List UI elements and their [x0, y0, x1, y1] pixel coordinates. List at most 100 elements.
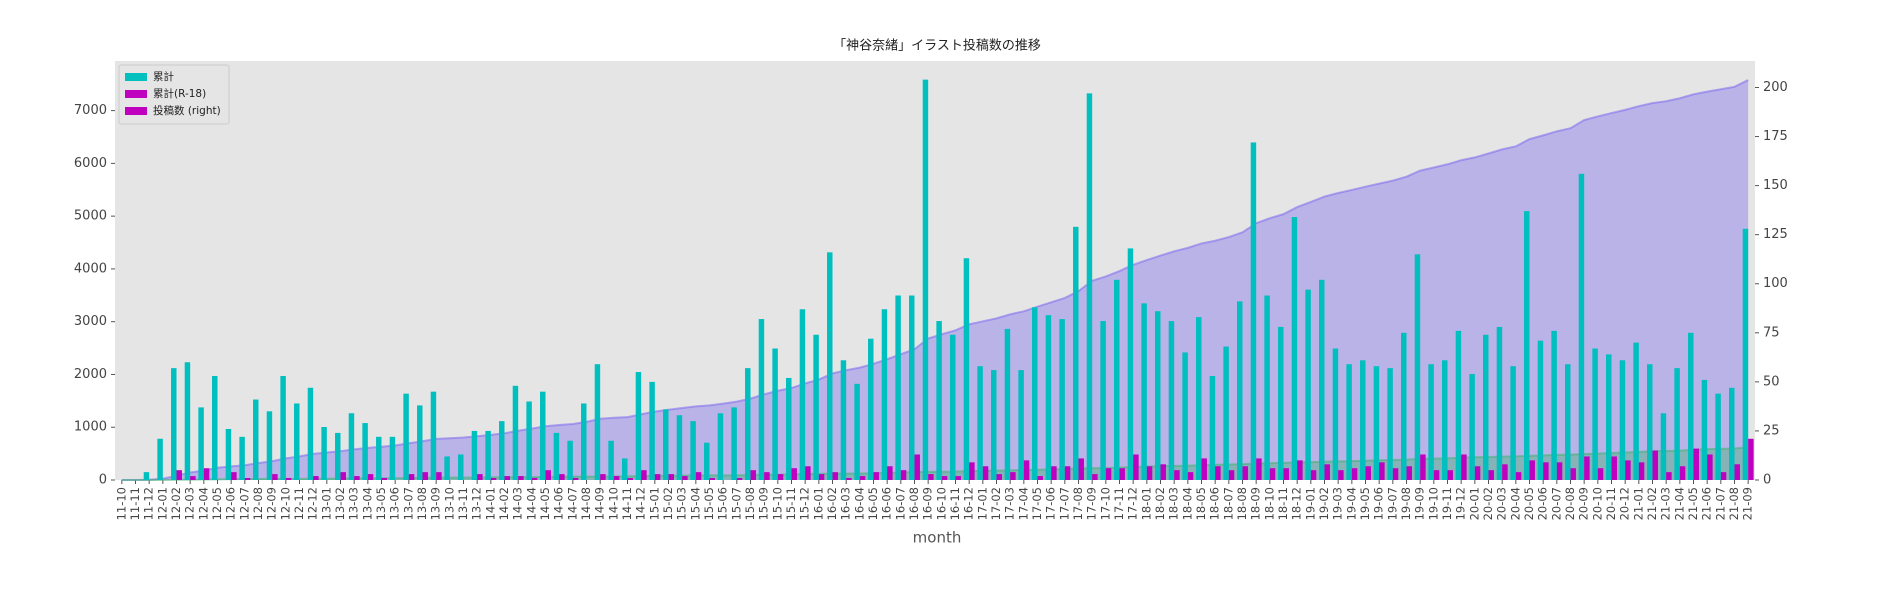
bar — [1324, 464, 1330, 480]
x-tick-label: 15-02 — [661, 487, 675, 520]
x-tick-label: 14-05 — [538, 487, 552, 520]
bar — [1146, 466, 1153, 480]
bar — [1469, 374, 1475, 480]
bar — [868, 338, 874, 480]
x-tick-label: 13-10 — [442, 487, 456, 520]
x-tick-label: 19-09 — [1413, 487, 1427, 520]
bar — [518, 476, 524, 480]
bar — [991, 370, 997, 480]
bar — [1092, 474, 1098, 480]
bar — [417, 405, 423, 480]
bar — [627, 478, 633, 480]
chart-title: 「神谷奈緒」イラスト投稿数の推移 — [833, 38, 1041, 54]
bar — [950, 334, 956, 480]
bar — [1078, 458, 1084, 480]
bar — [1729, 387, 1735, 480]
x-tick-label: 14-04 — [524, 487, 538, 520]
bar — [909, 295, 915, 480]
bar — [1556, 462, 1563, 480]
bar — [553, 432, 560, 480]
x-tick-label: 16-07 — [893, 487, 907, 520]
bar — [581, 403, 587, 480]
bar — [477, 474, 483, 480]
x-tick-label: 17-12 — [1126, 487, 1140, 520]
bar — [1638, 462, 1645, 480]
x-tick-label: 19-08 — [1399, 487, 1413, 520]
bar — [1228, 470, 1235, 480]
bar — [745, 368, 751, 480]
legend-label: 累計 — [153, 70, 174, 83]
bar — [1100, 321, 1106, 480]
bar — [881, 309, 888, 480]
x-tick-label: 12-04 — [196, 487, 210, 520]
bar — [1461, 454, 1467, 480]
x-tick-label: 18-02 — [1153, 487, 1167, 520]
x-tick-label: 21-01 — [1631, 487, 1645, 520]
y2-tick-label: 75 — [1763, 325, 1780, 340]
x-tick-label: 19-06 — [1372, 487, 1386, 520]
x-tick-label: 16-11 — [948, 487, 962, 520]
bar — [736, 478, 743, 480]
bar — [1291, 217, 1298, 481]
bar — [367, 474, 374, 480]
x-tick-label: 12-07 — [237, 487, 251, 520]
bar — [1748, 438, 1754, 480]
x-tick-label: 18-09 — [1249, 487, 1263, 520]
bar — [1086, 93, 1093, 480]
y-tick-label: 5000 — [74, 209, 107, 224]
bar — [1660, 413, 1667, 480]
bar — [1433, 470, 1440, 480]
bar — [340, 472, 346, 480]
bar — [313, 476, 319, 480]
legend-swatch — [125, 90, 147, 98]
bar — [977, 366, 983, 480]
x-tick-label: 21-03 — [1659, 487, 1673, 520]
x-tick-label: 18-12 — [1290, 487, 1304, 520]
bar — [499, 421, 505, 480]
bar — [750, 470, 756, 480]
bar — [408, 474, 415, 480]
bar — [403, 393, 409, 480]
x-tick-label: 13-07 — [401, 487, 415, 520]
x-tick-label: 14-01 — [483, 487, 497, 520]
bar — [1442, 360, 1448, 480]
bar — [1625, 460, 1631, 480]
x-tick-label: 16-02 — [825, 487, 839, 520]
bar — [1592, 348, 1598, 480]
bar — [941, 476, 948, 480]
bar — [1447, 470, 1453, 480]
x-tick-label: 17-10 — [1098, 487, 1112, 520]
bar — [203, 468, 210, 480]
x-tick-label: 16-01 — [811, 487, 825, 520]
bar — [157, 438, 163, 480]
bar — [1010, 472, 1016, 480]
x-tick-label: 17-07 — [1057, 487, 1071, 520]
bar — [225, 428, 232, 480]
x-tick-label: 20-04 — [1508, 487, 1522, 520]
x-tick-label: 18-04 — [1180, 487, 1194, 520]
bar — [1278, 326, 1284, 480]
bar — [1597, 468, 1604, 480]
bar — [818, 474, 825, 480]
bar — [540, 391, 546, 480]
bar — [758, 319, 765, 480]
y-tick-label: 2000 — [74, 367, 107, 382]
bar — [1488, 470, 1494, 480]
bar — [1201, 458, 1207, 480]
bar — [1360, 360, 1366, 480]
bar — [362, 423, 368, 480]
bar — [143, 472, 150, 480]
legend-swatch — [125, 107, 147, 115]
x-tick-label: 14-06 — [552, 487, 566, 520]
bar — [381, 478, 387, 480]
bar — [1584, 456, 1590, 480]
bar — [641, 470, 647, 480]
x-tick-label: 15-05 — [702, 487, 716, 520]
x-tick-label: 11-10 — [114, 487, 128, 520]
x-axis-label: month — [913, 529, 962, 547]
bar — [1365, 466, 1371, 480]
bar — [608, 440, 614, 480]
x-tick-label: 21-09 — [1741, 487, 1755, 520]
